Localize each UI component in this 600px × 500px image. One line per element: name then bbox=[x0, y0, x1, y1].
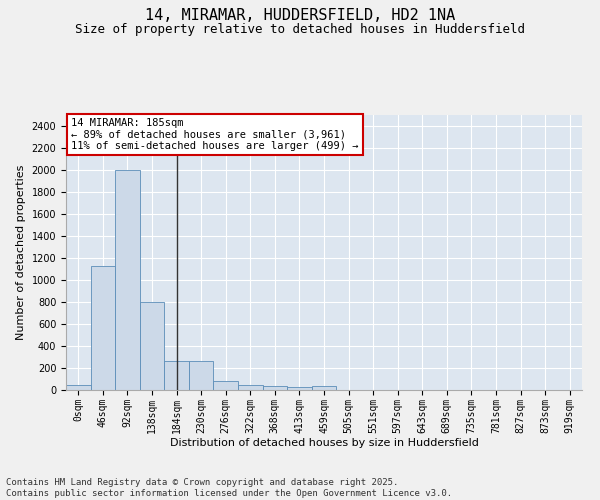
Bar bbox=[238, 384, 263, 390]
Text: 14 MIRAMAR: 185sqm
← 89% of detached houses are smaller (3,961)
11% of semi-deta: 14 MIRAMAR: 185sqm ← 89% of detached hou… bbox=[71, 118, 359, 151]
Bar bbox=[164, 362, 189, 390]
Text: Contains HM Land Registry data © Crown copyright and database right 2025.
Contai: Contains HM Land Registry data © Crown c… bbox=[6, 478, 452, 498]
Bar bbox=[189, 362, 214, 390]
Bar bbox=[263, 386, 287, 390]
X-axis label: Distribution of detached houses by size in Huddersfield: Distribution of detached houses by size … bbox=[170, 438, 478, 448]
Bar bbox=[91, 266, 115, 390]
Text: 14, MIRAMAR, HUDDERSFIELD, HD2 1NA: 14, MIRAMAR, HUDDERSFIELD, HD2 1NA bbox=[145, 8, 455, 22]
Bar bbox=[214, 380, 238, 390]
Bar bbox=[115, 170, 140, 390]
Y-axis label: Number of detached properties: Number of detached properties bbox=[16, 165, 26, 340]
Text: Size of property relative to detached houses in Huddersfield: Size of property relative to detached ho… bbox=[75, 22, 525, 36]
Bar bbox=[66, 384, 91, 390]
Bar bbox=[312, 386, 336, 390]
Bar bbox=[140, 302, 164, 390]
Bar bbox=[287, 386, 312, 390]
